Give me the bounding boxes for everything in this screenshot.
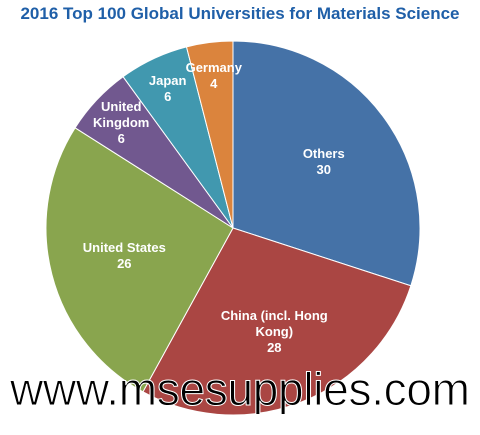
value-label: 26: [117, 255, 132, 271]
watermark: www.msesupplies.com: [9, 363, 470, 415]
slice-label: United Kingdom 6: [86, 99, 156, 147]
category-label: China (incl. Hong Kong): [220, 308, 328, 340]
pie-slice: [185, 40, 234, 229]
value-label: 6: [117, 131, 125, 147]
value-label: 28: [267, 340, 282, 356]
category-label: Others: [302, 146, 345, 162]
category-label: United States: [82, 239, 166, 255]
value-label: 6: [164, 89, 172, 105]
slice-label: Germany 4: [179, 60, 249, 92]
pie-slice: [232, 40, 421, 287]
slice-label: United States 26: [69, 240, 179, 272]
chart-title: 2016 Top 100 Global Universities for Mat…: [20, 4, 460, 23]
pie-slice: [142, 227, 412, 416]
slice-label: China (incl. Hong Kong) 28: [219, 308, 329, 356]
slice-label: Japan 6: [133, 73, 203, 105]
category-label: United Kingdom: [93, 99, 150, 131]
slice-label: Others 30: [269, 146, 379, 178]
category-label: Japan: [148, 73, 187, 89]
value-label: 4: [210, 75, 218, 91]
category-label: Germany: [185, 59, 242, 75]
value-label: 30: [316, 162, 331, 178]
pie-slice: [45, 127, 234, 393]
